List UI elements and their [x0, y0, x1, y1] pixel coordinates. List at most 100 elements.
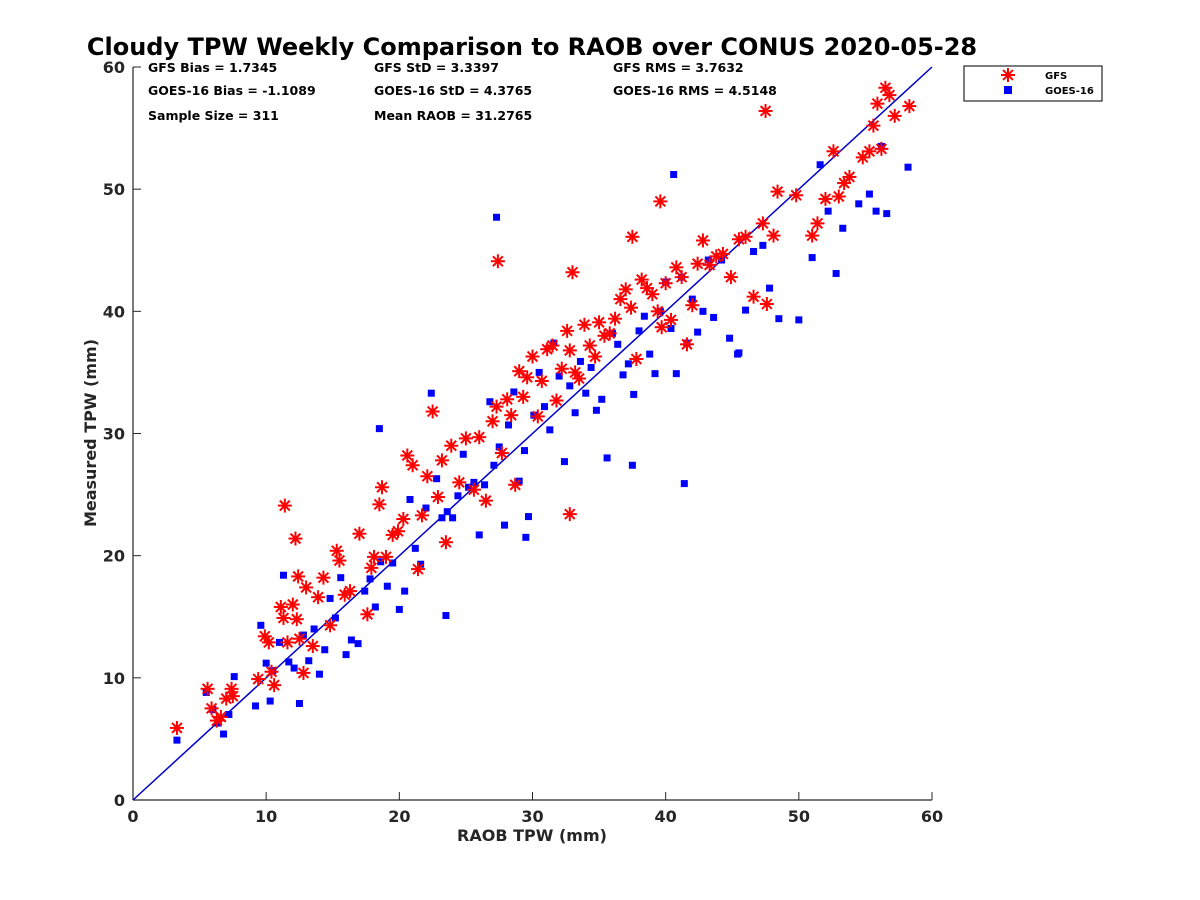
gfs-point	[225, 689, 240, 704]
goes-16-point	[266, 697, 274, 705]
gfs-point	[826, 144, 841, 159]
gfs-point	[280, 635, 295, 650]
gfs-point	[862, 144, 877, 159]
gfs-point	[391, 524, 406, 539]
gfs-point	[810, 216, 825, 231]
goes-16-point	[285, 658, 293, 666]
gfs-point	[572, 371, 587, 386]
legend-gfs-label: GFS	[1045, 71, 1067, 82]
goes-16-point	[571, 409, 579, 417]
gfs-point	[902, 99, 917, 114]
gfs-point	[545, 338, 560, 353]
goes-16-point	[872, 207, 880, 215]
goes-16-point	[173, 736, 181, 744]
gfs-point	[276, 610, 291, 625]
gfs-point	[770, 184, 785, 199]
x-tick-label: 40	[655, 807, 677, 826]
goes-16-point	[587, 364, 595, 372]
goes-16-point	[315, 670, 323, 678]
goes-16-point	[326, 594, 334, 602]
goes-16-point	[795, 316, 803, 324]
gfs-point	[364, 560, 379, 575]
gfs-point	[658, 276, 673, 291]
goes-16-point	[443, 508, 451, 516]
stat-sample-size: Sample Size = 311	[148, 108, 279, 123]
gfs-point	[887, 108, 902, 123]
gfs-point	[766, 228, 781, 243]
goes-16-point	[337, 574, 345, 582]
stat-gfs-std: GFS StD = 3.3397	[374, 60, 499, 75]
goes-16-point	[535, 368, 543, 376]
gfs-point	[277, 498, 292, 513]
gfs-point	[624, 300, 639, 315]
goes-16-point	[401, 587, 409, 595]
gfs-point	[405, 458, 420, 473]
legend-goes-label: GOES-16	[1045, 86, 1094, 97]
goes-16-point	[628, 461, 636, 469]
goes-16-point	[670, 171, 678, 179]
gfs-point	[549, 393, 564, 408]
gfs-point	[759, 297, 774, 312]
gfs-point	[430, 490, 445, 505]
goes-16-point	[540, 403, 548, 411]
goes-16-point	[855, 200, 863, 208]
gfs-point	[645, 287, 660, 302]
gfs-point	[805, 228, 820, 243]
goes-16-point	[718, 256, 726, 264]
legend-goes-marker	[1004, 86, 1012, 94]
goes-16-point	[521, 447, 529, 455]
goes-16-point	[371, 603, 379, 611]
goes-16-point	[816, 161, 824, 169]
goes-16-point	[726, 334, 734, 342]
gfs-point	[690, 256, 705, 271]
x-tick-label: 10	[255, 807, 277, 826]
gfs-point	[352, 526, 367, 541]
gfs-point	[613, 292, 628, 307]
goes-16-point	[766, 284, 774, 292]
goes-16-point	[275, 638, 283, 646]
gfs-point	[200, 681, 215, 696]
gfs-point	[738, 229, 753, 244]
gfs-point	[343, 584, 358, 599]
goes-16-point	[433, 475, 441, 483]
gfs-point	[882, 88, 897, 103]
goes-16-point	[442, 612, 450, 620]
gfs-point	[273, 599, 288, 614]
gfs-point	[329, 543, 344, 558]
goes-16-point	[438, 514, 446, 522]
gfs-point	[679, 337, 694, 352]
gfs-point	[425, 404, 440, 419]
gfs-point	[554, 361, 569, 376]
goes-16-point	[624, 360, 632, 368]
goes-16-point	[389, 559, 397, 567]
goes-16-point	[603, 454, 611, 462]
gfs-point	[608, 311, 623, 326]
gfs-point	[414, 508, 429, 523]
stat-mean-raob: Mean RAOB = 31.2765	[374, 108, 532, 123]
goes-16-point	[305, 657, 313, 665]
goes-16-point	[775, 315, 783, 323]
gfs-point	[372, 497, 387, 512]
legend: GFS GOES-16	[963, 65, 1103, 102]
gfs-point	[685, 298, 700, 313]
legend-gfs-asterisk	[1001, 68, 1015, 82]
goes-16-point	[592, 406, 600, 414]
gfs-point	[311, 590, 326, 605]
gfs-point	[292, 631, 307, 646]
gfs-point	[525, 349, 540, 364]
gfs-point	[251, 672, 266, 687]
goes-16-point	[505, 421, 513, 429]
gfs-point	[520, 370, 535, 385]
x-tick-label: 50	[788, 807, 810, 826]
y-tick-label: 40	[103, 302, 125, 321]
gfs-point	[629, 351, 644, 366]
goes-16-point	[342, 651, 350, 659]
gfs-point	[592, 315, 607, 330]
goes-16-point	[501, 521, 509, 529]
gfs-point	[337, 587, 352, 602]
goes-16-point	[202, 688, 210, 696]
gfs-point	[452, 475, 467, 490]
gfs-point	[500, 392, 515, 407]
gfs-point	[831, 189, 846, 204]
